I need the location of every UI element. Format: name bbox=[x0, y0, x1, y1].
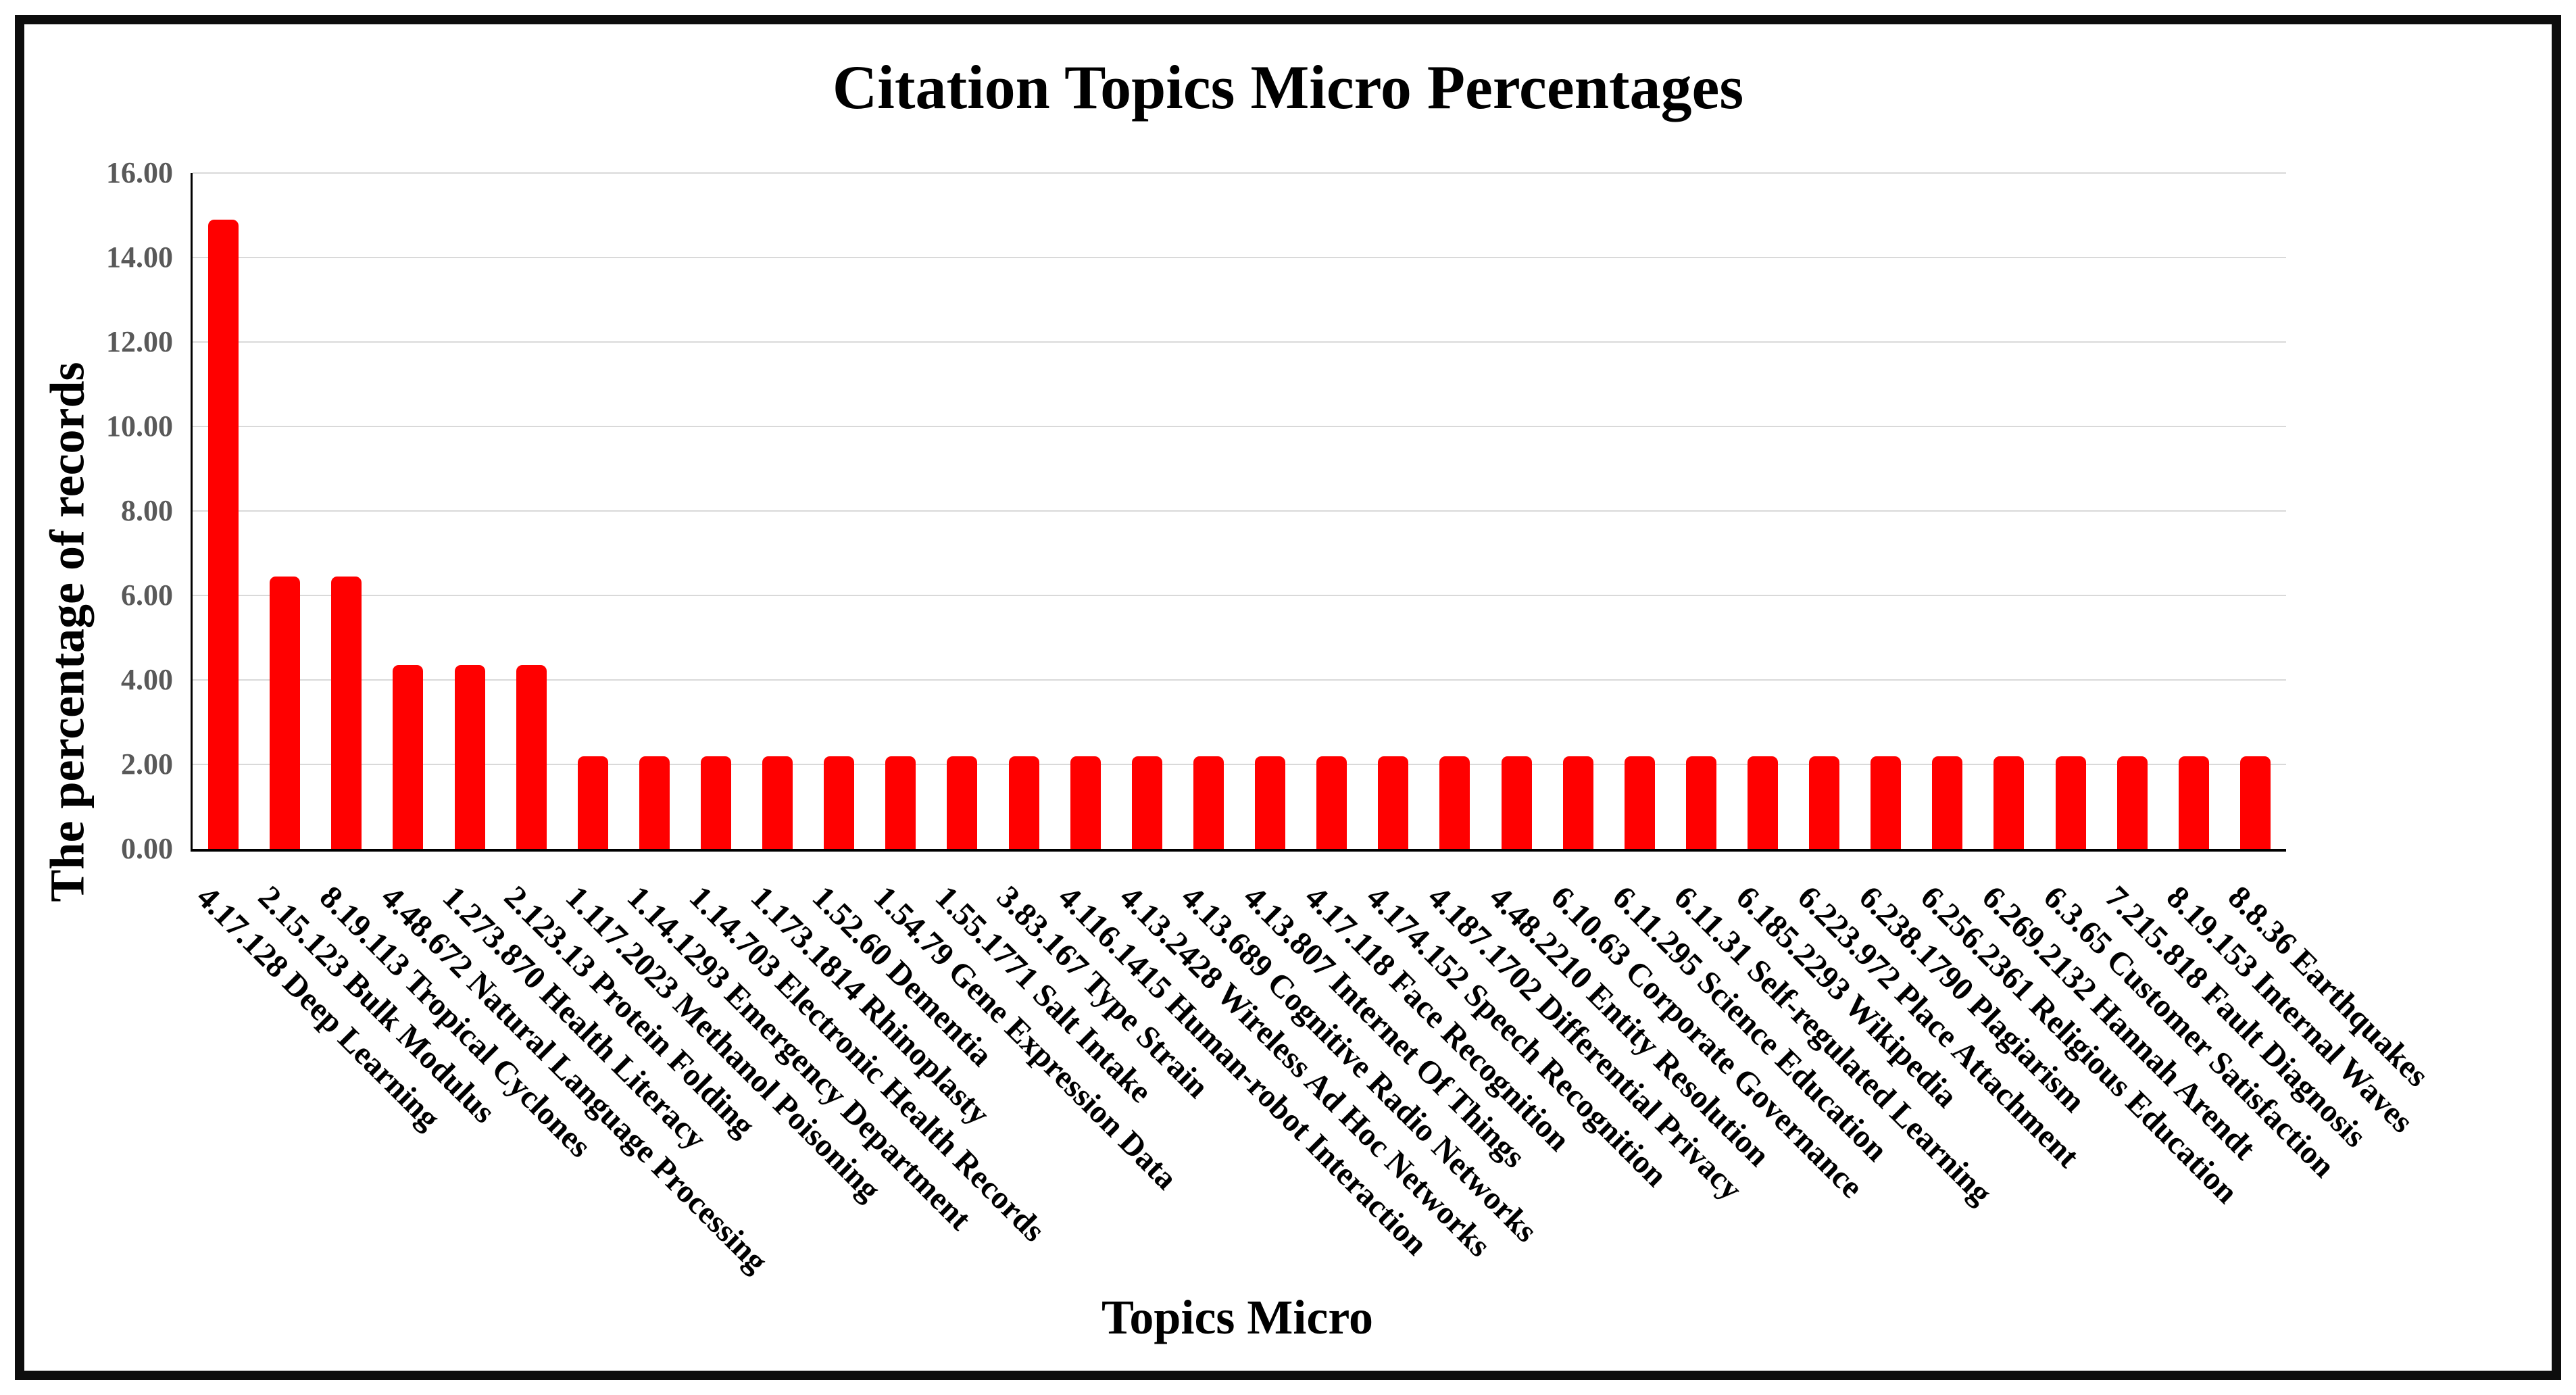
bar bbox=[762, 756, 793, 849]
gridline-y-10.00 bbox=[193, 426, 2286, 427]
bar bbox=[1932, 756, 1963, 849]
bar bbox=[824, 756, 855, 849]
bar bbox=[2055, 756, 2086, 849]
y-tick-label: 2.00 bbox=[121, 748, 173, 781]
y-tick-label: 0.00 bbox=[121, 832, 173, 865]
bar bbox=[639, 756, 670, 849]
bar bbox=[701, 756, 731, 849]
bar bbox=[516, 665, 547, 849]
bar bbox=[208, 219, 239, 849]
bar bbox=[1748, 756, 1778, 849]
bar bbox=[1809, 756, 1840, 849]
x-axis-title: Topics Micro bbox=[1101, 1290, 1373, 1344]
bar bbox=[1378, 756, 1409, 849]
y-tick-label: 16.00 bbox=[106, 156, 173, 189]
bar bbox=[2178, 756, 2209, 849]
bar bbox=[1439, 756, 1470, 849]
bar bbox=[331, 576, 362, 849]
bar bbox=[885, 756, 916, 849]
gridline-y-14.00 bbox=[193, 257, 2286, 258]
gridline-y-6.00 bbox=[193, 595, 2286, 596]
chart-title: Citation Topics Micro Percentages bbox=[832, 53, 1744, 122]
y-tick-label: 12.00 bbox=[106, 325, 173, 358]
bar bbox=[2239, 756, 2271, 849]
bar bbox=[1131, 756, 1162, 849]
gridline-y-16.00 bbox=[193, 172, 2286, 174]
bar bbox=[577, 756, 608, 849]
bar bbox=[1255, 756, 1286, 849]
gridline-y-8.00 bbox=[193, 510, 2286, 512]
bar bbox=[270, 576, 301, 849]
bar bbox=[1993, 756, 2025, 849]
gridline-y-12.00 bbox=[193, 341, 2286, 343]
y-tick-label: 8.00 bbox=[121, 494, 173, 527]
bar bbox=[947, 756, 978, 849]
bar bbox=[1316, 756, 1347, 849]
bar bbox=[1871, 756, 1902, 849]
bar bbox=[1624, 756, 1655, 849]
y-tick-label: 10.00 bbox=[106, 410, 173, 443]
bar bbox=[1070, 756, 1101, 849]
bar bbox=[393, 665, 424, 849]
chart-border-frame bbox=[15, 15, 2561, 1380]
bar bbox=[1193, 756, 1224, 849]
y-tick-label: 14.00 bbox=[106, 241, 173, 274]
plot-area: 4.17.128 Deep Learning 2.15.123 Bulk Modu… bbox=[189, 172, 2436, 1279]
y-tick-label: 6.00 bbox=[121, 579, 173, 612]
bar bbox=[454, 665, 485, 849]
bar bbox=[1008, 756, 1039, 849]
bar bbox=[2116, 756, 2148, 849]
bar bbox=[1501, 756, 1532, 849]
bar bbox=[1562, 756, 1593, 849]
y-tick-label: 4.00 bbox=[121, 663, 173, 696]
gridline-y-2.00 bbox=[193, 764, 2286, 765]
bar bbox=[1685, 756, 1716, 849]
gridline-y-4.00 bbox=[193, 679, 2286, 681]
